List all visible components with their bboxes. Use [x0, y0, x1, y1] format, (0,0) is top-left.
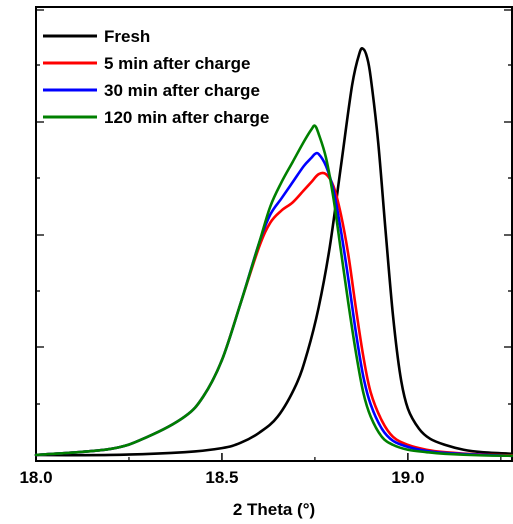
- x-tick-label: 18.5: [205, 468, 238, 487]
- plot-frame: [35, 6, 513, 462]
- legend-label-1: 5 min after charge: [104, 54, 250, 73]
- y-axis-ticks: [36, 9, 512, 405]
- series-line-1: [34, 171, 513, 457]
- x-axis-ticks: 18.0 18.5 19.0: [19, 453, 502, 487]
- series-line-0: [34, 47, 513, 457]
- legend-label-2: 30 min after charge: [104, 81, 260, 100]
- x-axis-title: 2 Theta (°): [233, 500, 315, 519]
- series-line-3: [34, 124, 513, 458]
- x-tick-label: 19.0: [391, 468, 424, 487]
- legend: Fresh 5 min after charge 30 min after char…: [43, 27, 269, 127]
- legend-label-3: 120 min after charge: [104, 108, 269, 127]
- x-tick-label: 18.0: [19, 468, 52, 487]
- legend-label-0: Fresh: [104, 27, 150, 46]
- series-layer: [34, 47, 513, 458]
